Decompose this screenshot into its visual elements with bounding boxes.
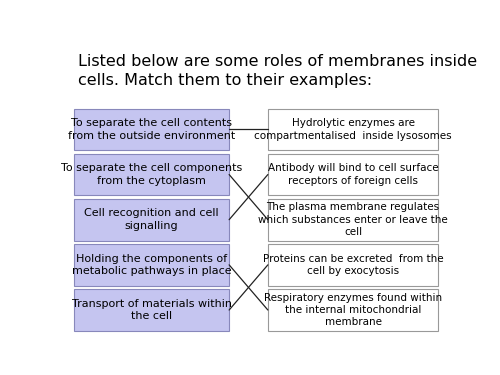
Text: Antibody will bind to cell surface
receptors of foreign cells: Antibody will bind to cell surface recep… xyxy=(268,164,438,186)
Text: Transport of materials within
the cell: Transport of materials within the cell xyxy=(72,299,232,321)
FancyBboxPatch shape xyxy=(74,244,229,286)
Text: To separate the cell components
from the cytoplasm: To separate the cell components from the… xyxy=(61,164,242,186)
FancyBboxPatch shape xyxy=(268,108,438,150)
FancyBboxPatch shape xyxy=(74,154,229,195)
Text: Listed below are some roles of membranes inside
cells. Match them to their examp: Listed below are some roles of membranes… xyxy=(78,54,477,88)
FancyBboxPatch shape xyxy=(74,289,229,331)
Text: Cell recognition and cell
signalling: Cell recognition and cell signalling xyxy=(84,209,219,231)
FancyBboxPatch shape xyxy=(74,108,229,150)
FancyBboxPatch shape xyxy=(74,199,229,240)
Text: Hydrolytic enzymes are
compartmentalised  inside lysosomes: Hydrolytic enzymes are compartmentalised… xyxy=(254,118,452,141)
Text: Proteins can be excreted  from the
cell by exocytosis: Proteins can be excreted from the cell b… xyxy=(263,254,444,276)
Text: Holding the components of
metabolic pathways in place: Holding the components of metabolic path… xyxy=(72,254,232,276)
Text: Respiratory enzymes found within
the internal mitochondrial
membrane: Respiratory enzymes found within the int… xyxy=(264,292,442,327)
FancyBboxPatch shape xyxy=(268,289,438,331)
Text: To separate the cell contents
from the outside environment: To separate the cell contents from the o… xyxy=(68,118,235,141)
Text: The plasma membrane regulates
which substances enter or leave the
cell: The plasma membrane regulates which subs… xyxy=(258,202,448,237)
FancyBboxPatch shape xyxy=(268,154,438,195)
FancyBboxPatch shape xyxy=(268,199,438,240)
FancyBboxPatch shape xyxy=(268,244,438,286)
